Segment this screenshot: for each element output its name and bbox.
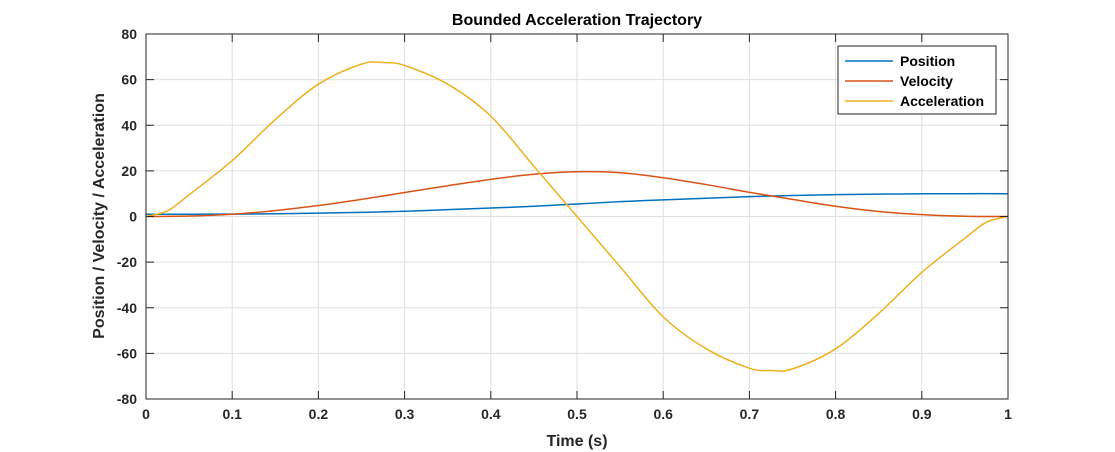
velocity-line bbox=[145, 170, 1009, 218]
y-tick-label: -60 bbox=[117, 345, 137, 361]
x-tick-label: 0.3 bbox=[395, 406, 415, 422]
series-layer bbox=[145, 61, 1009, 372]
y-tick-label: 20 bbox=[121, 163, 137, 179]
x-tick-label: 1 bbox=[1004, 406, 1012, 422]
legend-label-acceleration: Acceleration bbox=[900, 93, 984, 109]
x-tick-label: 0.5 bbox=[567, 406, 587, 422]
y-tick-label: -40 bbox=[117, 300, 137, 316]
y-axis-title: Position / Velocity / Acceleration bbox=[91, 93, 108, 339]
y-tick-label: -80 bbox=[117, 391, 137, 407]
y-tick-label: 80 bbox=[121, 26, 137, 42]
y-tick-label: 40 bbox=[121, 117, 137, 133]
x-tick-label: 0.2 bbox=[309, 406, 329, 422]
position-line bbox=[145, 192, 1009, 215]
x-tick-label: 0.8 bbox=[826, 406, 846, 422]
ticks: 0 0.1 0.2 0.3 0.4 0.5 0.6 0.7 0.8 0.9 1 -80 -60 -40 -2… bbox=[117, 26, 1012, 422]
legend: Position Velocity Acceleration bbox=[837, 45, 997, 115]
legend-label-velocity: Velocity bbox=[900, 73, 953, 89]
chart-title: Bounded Acceleration Trajectory bbox=[452, 12, 702, 29]
x-tick-label: 0 bbox=[142, 406, 150, 422]
acceleration-line bbox=[145, 61, 1009, 372]
x-tick-label: 0.7 bbox=[740, 406, 760, 422]
y-tick-label: 60 bbox=[121, 72, 137, 88]
legend-label-position: Position bbox=[900, 53, 955, 69]
x-axis-title: Time (s) bbox=[546, 433, 607, 450]
x-tick-label: 0.6 bbox=[653, 406, 673, 422]
x-tick-label: 0.1 bbox=[222, 406, 242, 422]
x-tick-label: 0.4 bbox=[481, 406, 501, 422]
y-tick-label: 0 bbox=[129, 209, 137, 225]
legend-box bbox=[837, 45, 997, 115]
x-tick-label: 0.9 bbox=[912, 406, 932, 422]
y-tick-label: -20 bbox=[117, 254, 137, 270]
